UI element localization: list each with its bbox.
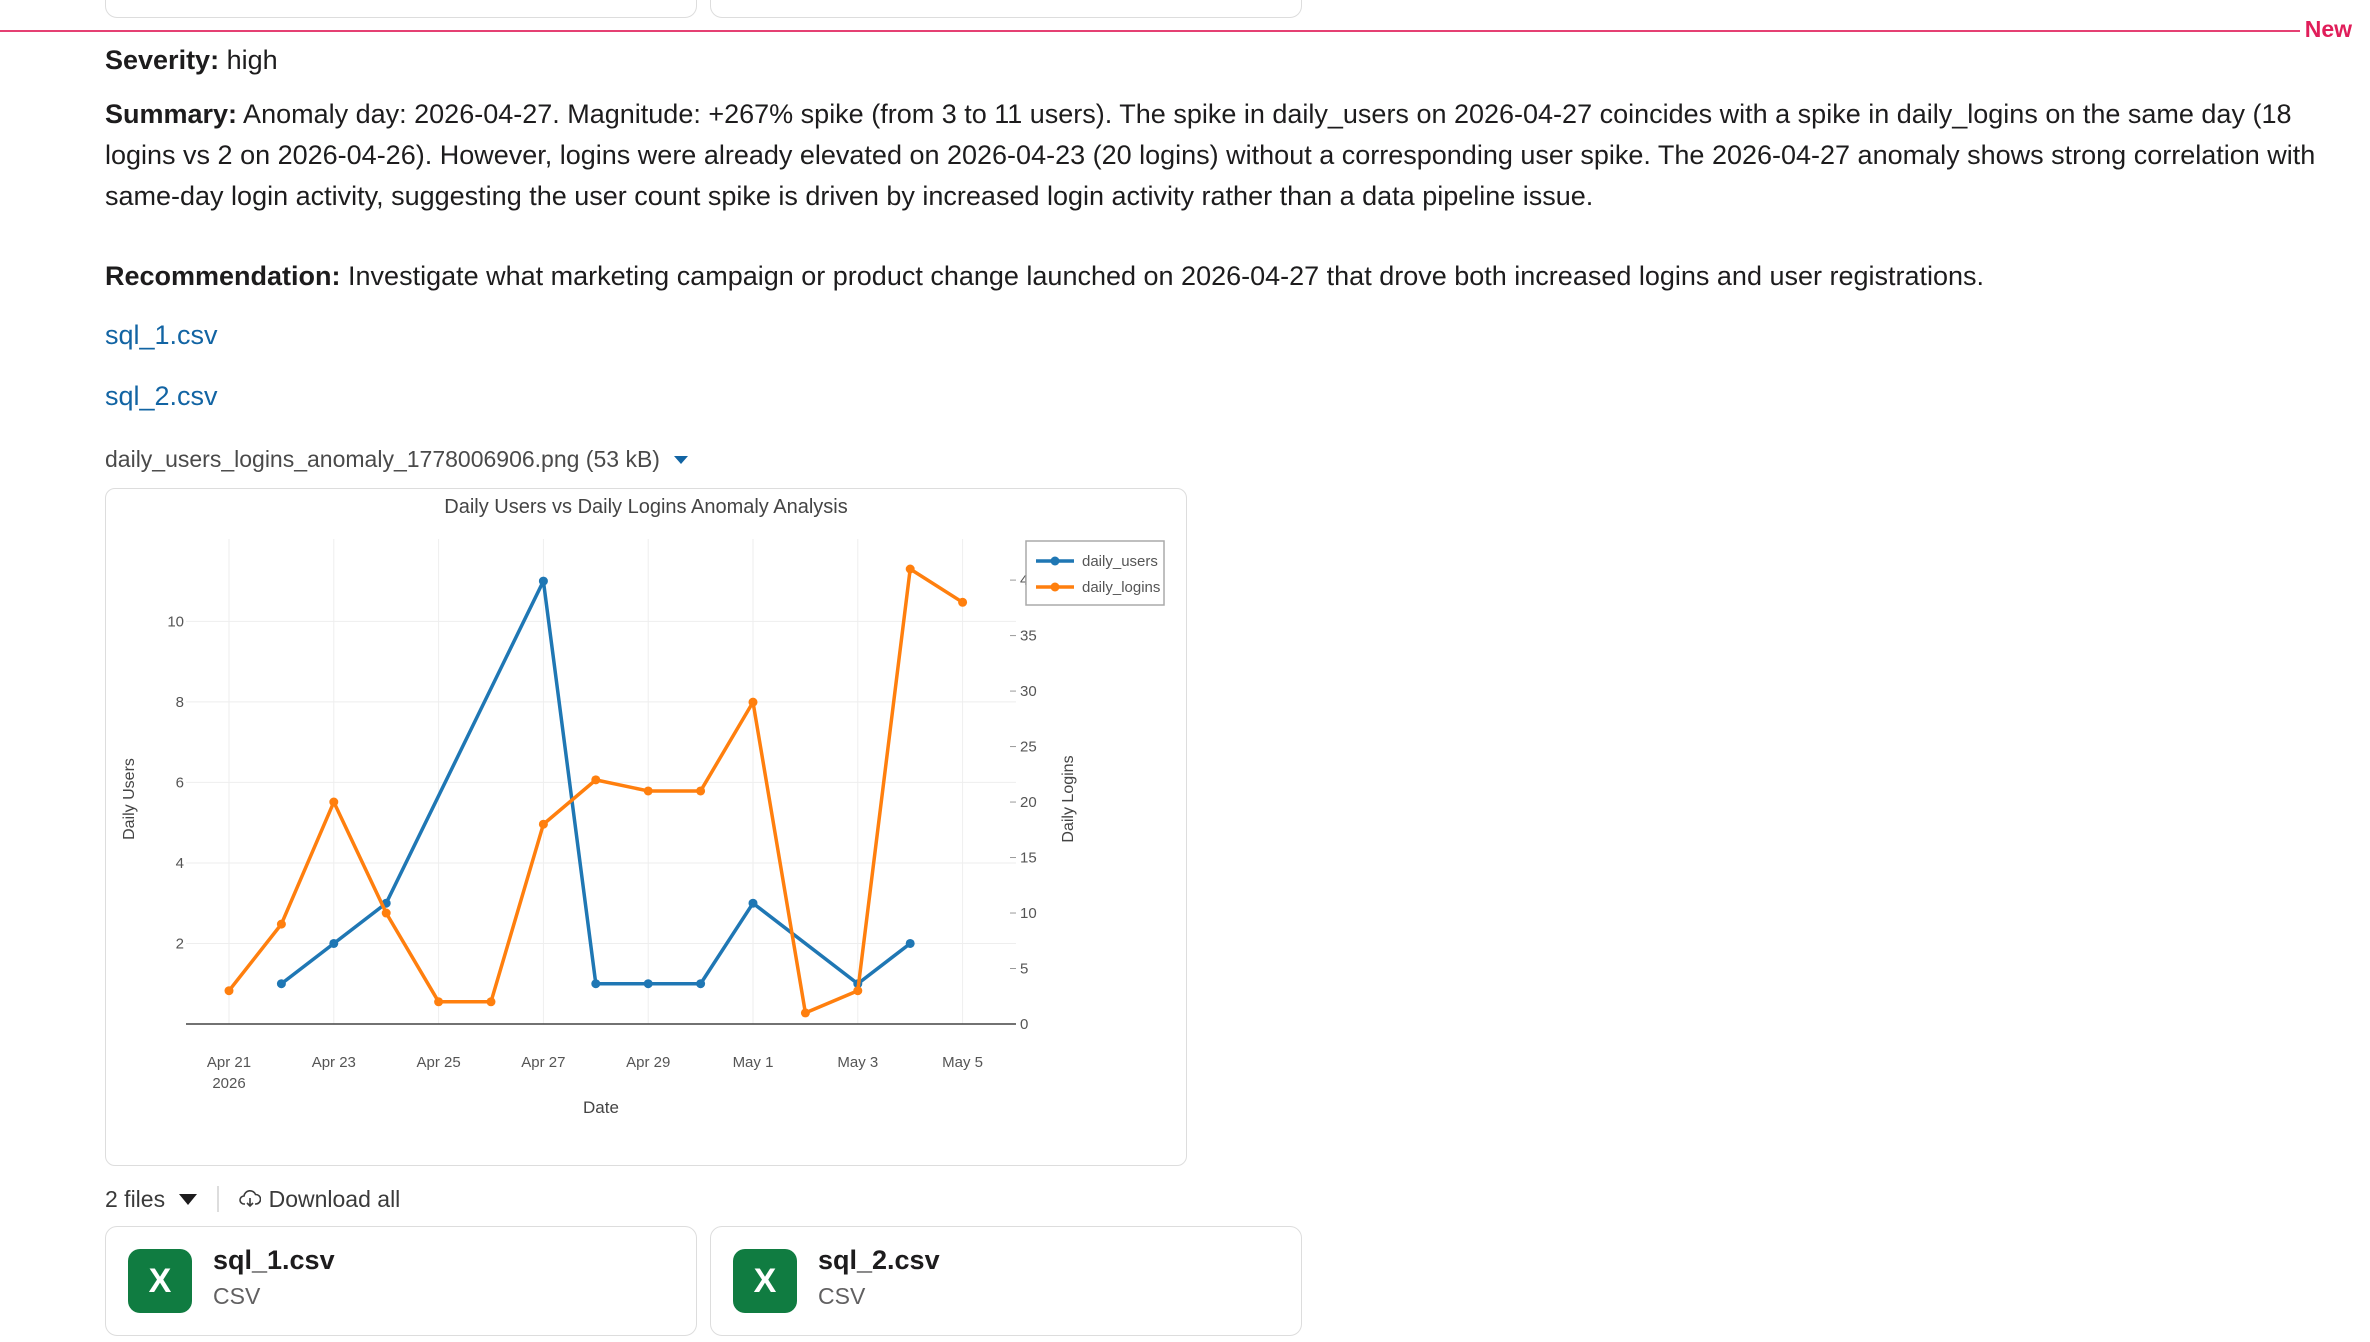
- y-right-tick-label: 5: [1020, 961, 1028, 978]
- y-left-tick-label: 4: [176, 855, 184, 872]
- y-right-tick-label: 30: [1020, 683, 1037, 700]
- data-point-daily_logins: [696, 786, 706, 796]
- x-tick-label: Apr 29: [626, 1054, 670, 1071]
- data-point-daily_users: [905, 938, 915, 948]
- data-point-daily_logins: [800, 1008, 810, 1018]
- legend-swatch-marker: [1050, 556, 1060, 566]
- files-bar: 2 files Download all: [105, 1182, 400, 1216]
- y-right-axis-title: Daily Logins: [1060, 755, 1077, 842]
- y-left-axis-title: Daily Users: [121, 758, 138, 840]
- caret-down-icon[interactable]: [673, 455, 688, 464]
- severity-line: Severity: high: [105, 40, 2355, 81]
- download-all-button[interactable]: Download all: [238, 1185, 401, 1213]
- legend-label: daily_logins: [1082, 579, 1160, 596]
- data-point-daily_logins: [486, 997, 496, 1007]
- y-left-tick-label: 2: [176, 935, 184, 952]
- previous-file-card[interactable]: [710, 0, 1302, 18]
- x-tick-label: May 1: [733, 1054, 774, 1071]
- y-right-tick-label: 0: [1020, 1016, 1028, 1033]
- cloud-download-icon: [238, 1190, 261, 1208]
- summary-label: Summary:: [105, 99, 238, 129]
- x-tick-label: Apr 27: [521, 1054, 565, 1071]
- legend-box: [1025, 540, 1165, 606]
- image-attachment-header[interactable]: daily_users_logins_anomaly_1778006906.pn…: [105, 446, 688, 473]
- sql-2-link[interactable]: sql_2.csv: [105, 381, 218, 411]
- data-point-daily_logins: [224, 986, 234, 996]
- x-tick-label: Apr 21: [207, 1054, 251, 1071]
- x-tick-label: Apr 25: [416, 1054, 460, 1071]
- data-point-daily_users: [538, 576, 548, 586]
- data-point-daily_logins: [381, 908, 391, 918]
- y-right-tick-label: 35: [1020, 628, 1037, 645]
- y-right-tick-label: 20: [1020, 794, 1037, 811]
- y-left-tick-label: 10: [167, 613, 184, 630]
- y-right-tick-label: 15: [1020, 850, 1037, 867]
- data-point-daily_users: [748, 898, 758, 908]
- x-tick-label: May 3: [837, 1054, 878, 1071]
- file-card-sql-2[interactable]: X sql_2.csv CSV: [710, 1226, 1302, 1336]
- summary-text: Anomaly day: 2026-04-27. Magnitude: +267…: [105, 99, 2316, 211]
- files-count: 2 files: [105, 1185, 166, 1212]
- data-point-daily_logins: [276, 919, 286, 929]
- excel-icon: X: [733, 1249, 797, 1313]
- sql-1-link[interactable]: sql_1.csv: [105, 320, 218, 350]
- series-line-daily_logins: [227, 567, 964, 1015]
- y-left-tick-label: 8: [176, 694, 184, 711]
- image-filename: daily_users_logins_anomaly_1778006906.pn…: [105, 446, 660, 472]
- data-point-daily_logins: [538, 819, 548, 829]
- files-bar-separator: [217, 1186, 219, 1212]
- data-point-daily_logins: [329, 797, 339, 807]
- data-point-daily_logins: [905, 564, 915, 574]
- file-card-sql-1[interactable]: X sql_1.csv CSV: [105, 1226, 697, 1336]
- excel-icon: X: [128, 1249, 192, 1313]
- chart-image[interactable]: Apr 21 Apr 23 Apr 25 Apr 27 Apr 29 May 1 May 3…: [105, 488, 1187, 1166]
- previous-file-card[interactable]: [105, 0, 697, 18]
- file-type: CSV: [213, 1283, 261, 1309]
- x-tick-label: May 5: [942, 1054, 983, 1071]
- severity-label: Severity:: [105, 45, 220, 75]
- data-point-daily_logins: [643, 786, 653, 796]
- x-axis-title: Date: [583, 1098, 619, 1117]
- file-type: CSV: [818, 1283, 866, 1309]
- y-right-tick-label: 10: [1020, 905, 1037, 922]
- file-name: sql_1.csv: [213, 1245, 335, 1275]
- y-right-tick-label: 25: [1020, 739, 1037, 756]
- legend-swatch-marker: [1050, 582, 1060, 592]
- data-point-daily_users: [591, 979, 601, 989]
- recommendation-label: Recommendation:: [105, 261, 341, 291]
- file-name: sql_2.csv: [818, 1245, 940, 1275]
- data-point-daily_logins: [434, 997, 444, 1007]
- legend-label: daily_users: [1082, 553, 1158, 570]
- series-line-daily_users: [280, 579, 912, 986]
- data-point-daily_users: [329, 938, 339, 948]
- severity-value: high: [219, 45, 278, 75]
- anomaly-chart: Apr 21 Apr 23 Apr 25 Apr 27 Apr 29 May 1 May 3…: [121, 496, 1165, 1117]
- chart-title: Daily Users vs Daily Logins Anomaly Anal…: [444, 496, 848, 518]
- data-point-daily_users: [696, 979, 706, 989]
- recommendation-paragraph: Recommendation: Investigate what marketi…: [105, 256, 2355, 297]
- collapse-triangle-icon[interactable]: [179, 1193, 198, 1205]
- new-messages-divider: [0, 30, 2300, 32]
- data-point-daily_logins: [853, 986, 863, 996]
- x-tick-label: Apr 23: [312, 1054, 356, 1071]
- x-tick-sublabel: 2026: [212, 1075, 245, 1092]
- data-point-daily_logins: [748, 697, 758, 707]
- data-point-daily_users: [276, 979, 286, 989]
- recommendation-text: Investigate what marketing campaign or p…: [340, 261, 1985, 291]
- new-messages-label: New: [2304, 16, 2352, 42]
- download-all-label: Download all: [268, 1185, 401, 1212]
- y-left-tick-label: 6: [176, 774, 184, 791]
- data-point-daily_logins: [958, 597, 968, 607]
- data-point-daily_users: [643, 979, 653, 989]
- data-point-daily_logins: [591, 775, 601, 785]
- summary-paragraph: Summary: Anomaly day: 2026-04-27. Magnit…: [105, 94, 2355, 217]
